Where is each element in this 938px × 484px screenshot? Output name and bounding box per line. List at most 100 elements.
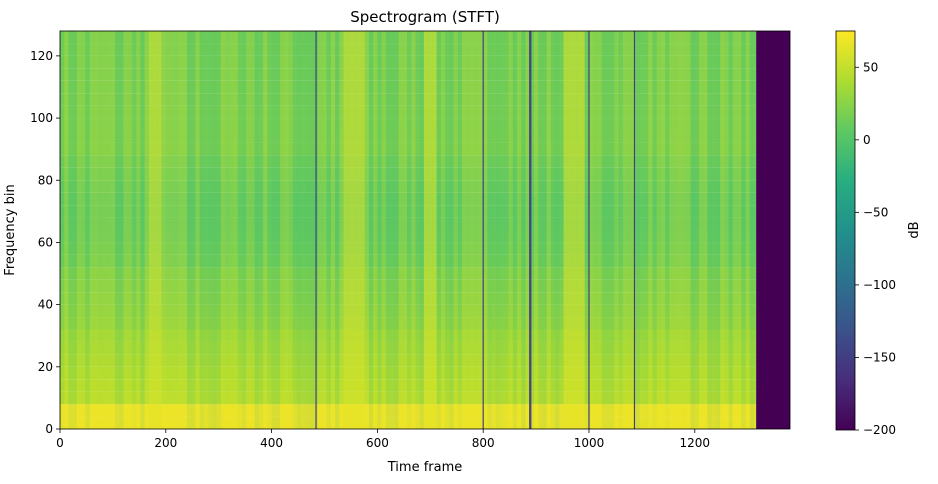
spectrogram-column: [398, 31, 403, 429]
spectrogram-column: [89, 31, 94, 429]
spectrogram-column: [212, 31, 217, 429]
spectrogram-column: [470, 31, 475, 429]
spectrogram-column: [64, 31, 69, 429]
spectrogram-column: [347, 31, 352, 429]
spectrogram-column: [254, 31, 259, 429]
spectrogram-column: [648, 31, 653, 429]
spectrogram-column: [466, 31, 471, 429]
spectrogram-plot-area: [60, 31, 790, 429]
spectrogram-column: [745, 31, 750, 429]
spectrogram-column: [318, 31, 323, 429]
spectrogram-column: [601, 31, 606, 429]
spectrogram-column: [457, 31, 463, 429]
spectrogram-column: [533, 31, 539, 429]
spectrogram-column: [110, 31, 116, 429]
spectrogram-column: [732, 31, 738, 429]
spectrogram-column: [174, 31, 179, 429]
spectrogram-column: [411, 31, 416, 429]
spectrogram-column: [288, 31, 293, 429]
spectrogram-column: [741, 31, 746, 429]
spectrogram-column: [576, 31, 581, 429]
spectrogram-column: [627, 31, 632, 429]
spectrogram-column: [491, 31, 496, 429]
spectrogram-column: [512, 31, 518, 429]
spectrogram-column: [153, 31, 158, 429]
spectrogram-column: [140, 31, 145, 429]
x-tick-label: 1200: [680, 436, 711, 450]
chart-title: Spectrogram (STFT): [350, 8, 500, 26]
spectrogram-column: [597, 31, 602, 429]
spectrogram-column: [326, 31, 331, 429]
spectrogram-column: [724, 31, 729, 429]
spectrogram-column: [407, 31, 412, 429]
spectrogram-column: [102, 31, 107, 429]
spectrogram-column: [694, 31, 700, 429]
x-axis-label: Time frame: [387, 460, 463, 475]
spectrogram-column: [711, 31, 716, 429]
spectrogram-column: [68, 31, 73, 429]
spectrogram-column: [584, 31, 589, 429]
colorbar-tick-label: −200: [863, 423, 896, 437]
spectrogram-column: [614, 31, 619, 429]
spectrogram-column: [225, 31, 230, 429]
spectrogram-column: [749, 31, 755, 429]
spectrogram-column: [538, 31, 543, 429]
plot-frame: [59, 30, 791, 430]
spectrogram-column: [115, 31, 120, 429]
spectrogram-column: [275, 31, 281, 429]
spectrogram-column: [216, 31, 221, 429]
spectrogram-column: [309, 31, 314, 429]
spectrogram-column: [521, 31, 526, 429]
spectrogram-column: [330, 31, 336, 429]
spectrogram-column: [432, 31, 437, 429]
spectrogram-column: [686, 31, 691, 429]
spectrogram-column: [390, 31, 395, 429]
colorbar-tick-label: −100: [863, 278, 896, 292]
spectrogram-column: [136, 31, 141, 429]
spectrogram-column: [567, 31, 573, 429]
spectrogram-column: [563, 31, 568, 429]
spectrogram-column: [229, 31, 234, 429]
spectrogram-column: [690, 31, 695, 429]
spectrogram-column: [445, 31, 450, 429]
x-tick-label: 200: [154, 436, 177, 450]
spectrogram-column: [377, 31, 382, 429]
spectrogram-column: [478, 31, 484, 429]
spectrogram-column: [508, 31, 513, 429]
spectrogram-column: [423, 31, 429, 429]
x-tick-label: 600: [366, 436, 389, 450]
spectrogram-column: [246, 31, 251, 429]
spectrogram-columns: [60, 31, 759, 429]
spectrogram-column: [296, 31, 302, 429]
spectrogram-column: [339, 31, 344, 429]
spectrogram-column: [208, 31, 213, 429]
spectrogram-column: [72, 31, 77, 429]
spectrogram-column: [419, 31, 424, 429]
spectrogram-column: [495, 31, 501, 429]
spectrogram-column: [737, 31, 742, 429]
spectrogram-column: [93, 31, 99, 429]
spectrogram-column: [381, 31, 386, 429]
spectrogram-column: [436, 31, 441, 429]
spectrogram-column: [352, 31, 357, 429]
spectrogram-column: [81, 31, 86, 429]
spectrogram-column: [720, 31, 725, 429]
spectrogram-column: [682, 31, 687, 429]
spectrogram-column: [76, 31, 82, 429]
colorbar-ticks: 50 0 −50 −100 −150 −200: [855, 60, 896, 437]
spectrogram-column: [656, 31, 661, 429]
spectrogram-column: [728, 31, 733, 429]
x-tick-label: 1000: [574, 436, 605, 450]
spectrogram-column: [487, 31, 492, 429]
spectrogram-column: [635, 31, 640, 429]
spectrogram-column: [335, 31, 340, 429]
spectrogram-column: [237, 31, 242, 429]
spectrogram-column: [98, 31, 103, 429]
spectrogram-column: [474, 31, 479, 429]
x-tick-label: 800: [472, 436, 495, 450]
spectrogram-dark-lines: [315, 31, 636, 429]
spectrogram-column: [500, 31, 505, 429]
spectrogram-column: [622, 31, 628, 429]
spectrogram-column: [258, 31, 264, 429]
